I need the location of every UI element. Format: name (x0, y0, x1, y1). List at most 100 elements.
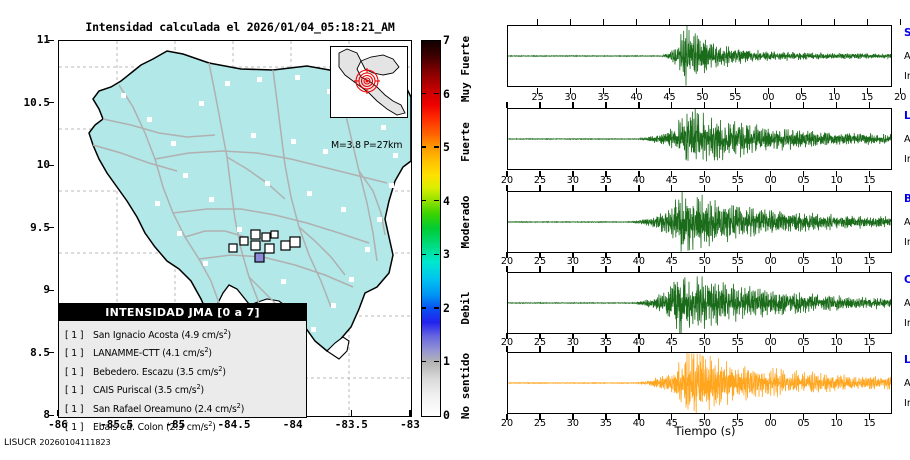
legend-row-value: (2.3 cm/s (166, 422, 209, 434)
time-tick (704, 185, 706, 191)
time-tick (803, 102, 805, 108)
map-y-tick (48, 164, 54, 166)
time-tick (506, 185, 508, 191)
time-tick (868, 333, 871, 339)
time-tick (506, 346, 508, 352)
seismogram-trace[interactable] (507, 352, 892, 414)
time-tick (701, 88, 704, 94)
time-axis-upper-ticks (506, 100, 890, 108)
colorbar-category-label: Fuerte (459, 121, 472, 162)
seismogram-trace[interactable] (507, 191, 892, 253)
time-tick-label: 45 (663, 92, 676, 103)
time-tick-label: 55 (731, 337, 744, 348)
legend-station-list: [ 1 ] San Ignacio Acosta (4.9 cm/s2)[ 1 ]… (59, 321, 306, 435)
time-tick (638, 414, 640, 420)
time-tick (539, 333, 541, 339)
time-tick-label: 55 (731, 418, 744, 429)
time-tick (671, 333, 673, 339)
time-tick (737, 252, 739, 258)
legend-row: [ 1 ] CAIS Puriscal (3.5 cm/s2) (65, 380, 306, 398)
legend-row-close: ) (240, 403, 245, 415)
legend-row-value: (3.5 cm/s (176, 366, 219, 378)
time-tick (770, 102, 772, 108)
time-tick (572, 171, 574, 177)
legend-row-count: [ 1 ] (65, 330, 84, 342)
time-tick (770, 333, 772, 339)
map-x-tick (350, 410, 353, 416)
time-tick (868, 346, 871, 352)
time-tick (638, 171, 640, 177)
seismogram-trace[interactable] (507, 272, 892, 334)
time-tick (899, 19, 901, 25)
map-y-tick (48, 352, 54, 354)
map-y-tick-label: 9.5 (30, 220, 50, 234)
legend-row-count: [ 1 ] (65, 348, 84, 360)
time-tick-label: 00 (764, 256, 777, 267)
map-x-axis: -86 -85.5 -85 -84.5 -84 -83.5 -83 (48, 410, 420, 434)
colorbar-tick-label: 7 (443, 33, 450, 47)
map-x-tick-label: -84 (282, 418, 303, 431)
time-tick (506, 171, 508, 177)
colorbar-tick-label: 2 (443, 300, 450, 315)
time-tick-label: 05 (797, 175, 810, 186)
legend-row-station: San Rafael Oreamuno (93, 403, 192, 415)
colorbar-category-label: Debil (459, 291, 472, 325)
time-tick (506, 266, 508, 272)
time-tick-label: 20 (500, 175, 514, 186)
time-tick (770, 252, 772, 258)
time-tick (770, 185, 772, 191)
waveform-graphic (508, 276, 891, 333)
time-tick-label: 25 (533, 175, 547, 186)
map-x-tick-label: -85 (165, 418, 186, 431)
time-tick-label: 25 (533, 256, 547, 267)
inset-graphic (331, 47, 407, 117)
time-tick-label: 35 (599, 418, 612, 429)
time-tick (506, 252, 508, 258)
time-tick-label: 10 (828, 92, 841, 103)
time-tick-label: 15 (863, 418, 876, 429)
time-tick-label: 35 (599, 337, 612, 348)
time-tick-label: 20 (500, 337, 514, 348)
legend-row-unit-exp: 2 (196, 383, 201, 392)
colorbar-category-label: Moderado (459, 195, 472, 249)
time-axis: 20 25 30 35 40 45 50 55 00 05 10 15 (501, 252, 890, 268)
colorbar-tick-label: 1 (443, 354, 450, 369)
time-tick-label: 45 (665, 418, 678, 429)
time-tick (868, 252, 871, 258)
time-tick (671, 346, 673, 352)
seismogram-trace[interactable] (507, 108, 892, 170)
time-tick (539, 102, 541, 108)
time-tick (605, 102, 607, 108)
intensity-colorbar (421, 40, 441, 417)
time-tick (572, 266, 574, 272)
time-tick (506, 414, 508, 420)
time-tick (836, 414, 838, 420)
time-tick-label: 50 (696, 92, 709, 103)
time-tick-label: 30 (564, 92, 577, 103)
colorbar-tick (434, 92, 439, 95)
time-tick-label: 00 (764, 337, 777, 348)
time-tick-label: 55 (731, 256, 744, 267)
time-tick (734, 88, 737, 94)
time-axis-upper-ticks (506, 264, 890, 272)
legend-row-value: (4.9 cm/s (181, 330, 224, 342)
max-acceleration: Acel. Max. 0.7 (904, 134, 910, 145)
time-tick-label: 20 (500, 256, 514, 267)
colorbar-tick (434, 253, 439, 255)
regional-inset-map[interactable] (330, 46, 408, 118)
time-tick-label: 40 (632, 256, 645, 267)
time-tick-label: 30 (566, 418, 580, 429)
station-name: CAIS Puriscal (904, 274, 910, 286)
time-tick-label: 20 (500, 418, 514, 429)
time-tick-label: 05 (797, 256, 810, 267)
legend-row-unit-exp: 2 (208, 419, 213, 428)
footer-org: LISUCR (4, 438, 37, 448)
time-tick (572, 102, 574, 108)
seismogram-trace[interactable] (507, 25, 892, 87)
time-tick-label: 10 (830, 175, 843, 186)
time-tick (635, 19, 638, 25)
map-y-tick (48, 227, 54, 229)
legend-row-station: CAIS Puriscal (93, 385, 152, 397)
time-tick-label: 35 (599, 175, 612, 186)
max-acceleration: Acel. Max. 0.7 (904, 51, 910, 62)
